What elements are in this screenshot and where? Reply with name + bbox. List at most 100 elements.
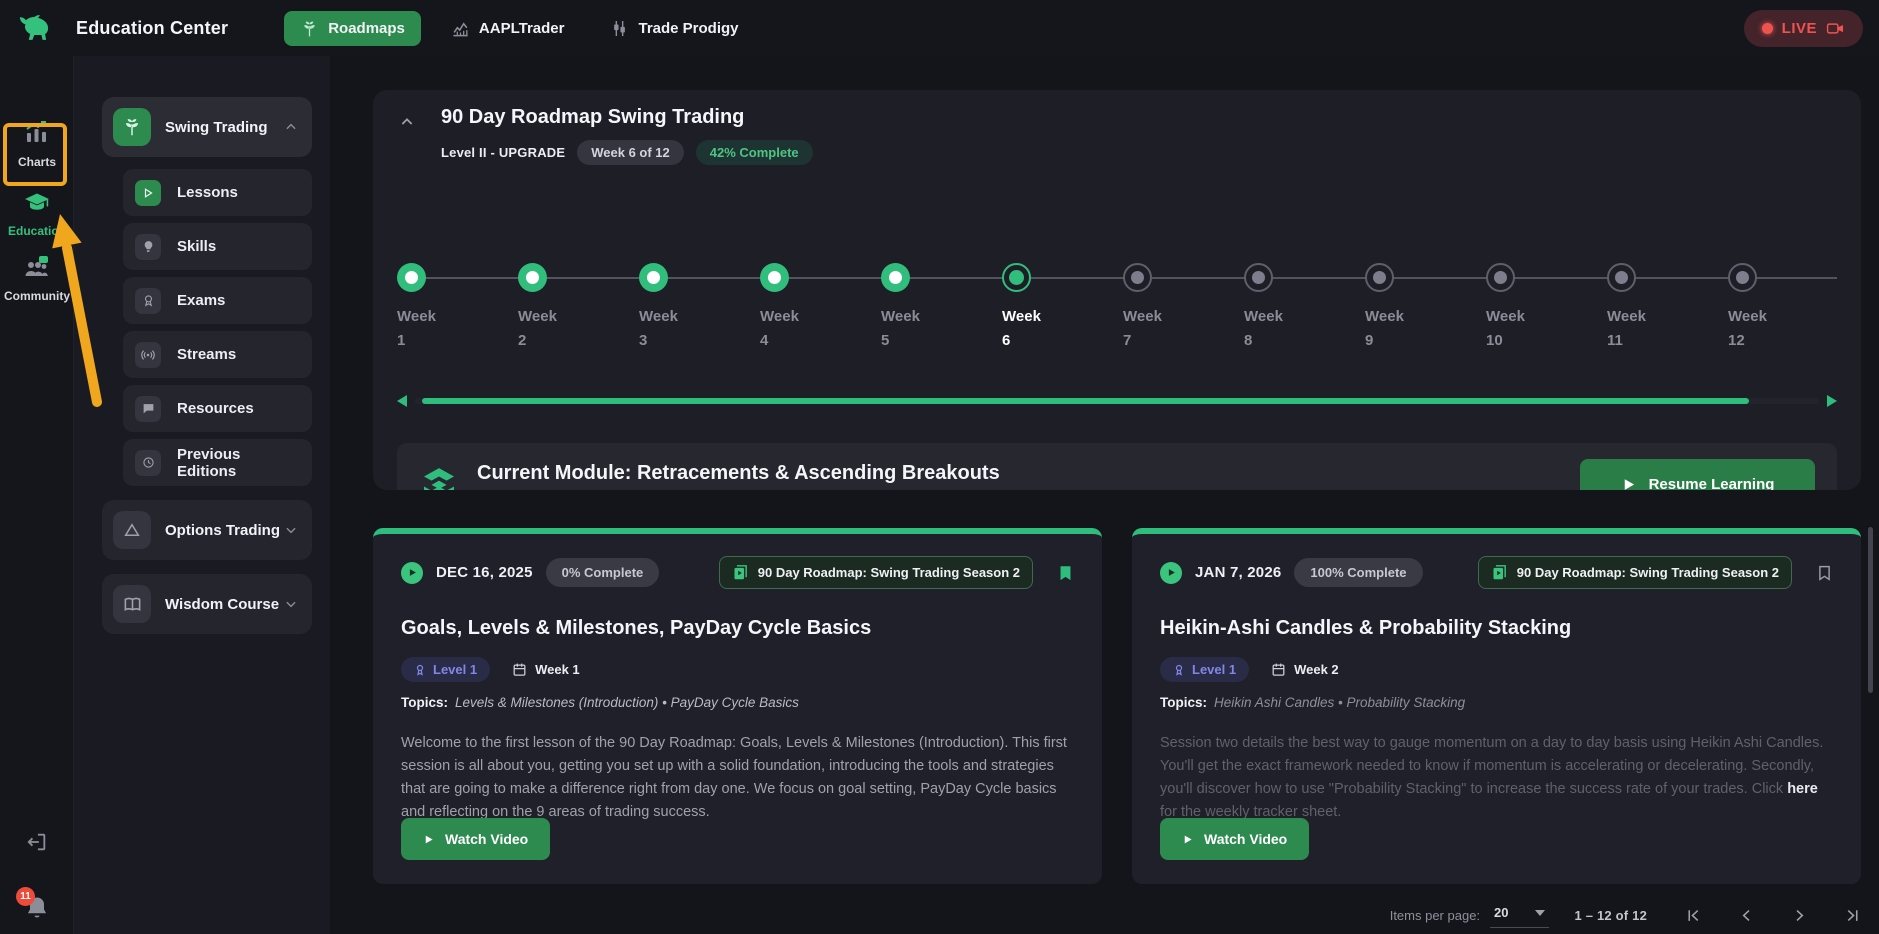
- sidebar-section-label: Options Trading: [165, 521, 280, 539]
- progress-pill: 0% Complete: [545, 558, 660, 587]
- sprout-icon: [300, 19, 319, 38]
- timeline-week-7[interactable]: Week7Symmetric...: [1123, 263, 1244, 347]
- notifications-button[interactable]: 11: [0, 887, 74, 927]
- items-per-page-select[interactable]: 20: [1490, 902, 1549, 928]
- sidebar-item-streams[interactable]: Streams: [123, 331, 312, 378]
- last-page-icon[interactable]: [1844, 907, 1861, 924]
- level-pill: Level 1: [401, 657, 491, 682]
- sidebar-item-resources[interactable]: Resources: [123, 385, 312, 432]
- vertical-scrollbar[interactable]: [1868, 527, 1873, 693]
- timeline-week-12[interactable]: Week12Rocks in th...: [1728, 263, 1837, 347]
- week-label: Week: [760, 308, 799, 325]
- timeline-week-11[interactable]: Week11MARKET I...: [1607, 263, 1728, 347]
- watch-video-label: Watch Video: [445, 831, 529, 847]
- lesson-description: Session two details the best way to gaug…: [1160, 735, 1824, 820]
- first-page-icon[interactable]: [1685, 907, 1702, 924]
- icon-rail: Charts Education Community 11: [0, 56, 74, 934]
- live-dot-icon: [1761, 22, 1773, 34]
- timeline-week-9[interactable]: Week9Backtestin...: [1365, 263, 1486, 347]
- tab-label: Roadmaps: [328, 19, 405, 37]
- rail-item-charts[interactable]: Charts: [0, 120, 74, 169]
- week-label: Week: [518, 308, 557, 325]
- timeline-week-5[interactable]: Week5Trading M...: [881, 263, 1002, 347]
- week-status-dot: [760, 263, 789, 292]
- medal-icon: [416, 664, 424, 676]
- timeline-week-4[interactable]: Week4Seven Lev...: [760, 263, 881, 347]
- watch-video-button[interactable]: Watch Video: [401, 818, 551, 860]
- week-label: Week: [881, 308, 920, 325]
- bar-chart-icon: [24, 120, 50, 146]
- timeline-scrollbar: [397, 395, 1837, 407]
- week-status-dot: [1728, 263, 1757, 292]
- roadmap-title: 90 Day Roadmap Swing Trading: [441, 106, 745, 128]
- page-range: 1 – 12 of 12: [1574, 907, 1647, 923]
- notification-badge: 11: [16, 887, 35, 906]
- watch-video-button[interactable]: Watch Video: [1160, 818, 1310, 860]
- tab-trade-prodigy[interactable]: Trade Prodigy: [594, 11, 754, 46]
- scroll-right-icon[interactable]: [1827, 395, 1837, 407]
- sidebar-item-lessons[interactable]: Lessons: [123, 169, 312, 216]
- chevron-up-icon: [286, 123, 296, 130]
- week-number: 7: [1123, 331, 1132, 348]
- resume-learning-button[interactable]: Resume Learning: [1580, 459, 1815, 490]
- week-status-dot: [1365, 263, 1394, 292]
- timeline-scroll-thumb[interactable]: [422, 398, 1749, 404]
- week-label: Week: [1244, 308, 1283, 325]
- season-badge-label: 90 Day Roadmap: Swing Trading Season 2: [1516, 565, 1779, 580]
- timeline-week-2[interactable]: Week2Heikin-Ash...: [518, 263, 639, 347]
- sidebar-item-exams[interactable]: Exams: [123, 277, 312, 324]
- bookmark-icon[interactable]: [1816, 563, 1833, 583]
- sidebar-item-skills[interactable]: Skills: [123, 223, 312, 270]
- chevron-down-icon: [286, 601, 296, 608]
- bookmark-icon[interactable]: [1057, 563, 1074, 583]
- season-badge-label: 90 Day Roadmap: Swing Trading Season 2: [757, 565, 1020, 580]
- tab-aapltrader[interactable]: AAPLTrader: [435, 11, 581, 46]
- bull-logo-icon[interactable]: [18, 14, 50, 42]
- week-number: 3: [639, 331, 648, 348]
- scroll-left-icon[interactable]: [397, 395, 407, 407]
- live-button[interactable]: LIVE: [1743, 9, 1863, 47]
- timeline-week-8[interactable]: Week8Trading wit...: [1244, 263, 1365, 347]
- week-label: Week 1: [535, 662, 580, 677]
- week-status-dot: [1123, 263, 1152, 292]
- lesson-card: DEC 16, 2025 0% Complete 90 Day Roadmap:…: [373, 528, 1102, 884]
- timeline-week-10[interactable]: Week10Trade Jour...: [1486, 263, 1607, 347]
- logout-button[interactable]: [0, 831, 74, 853]
- week-number: 11: [1607, 331, 1623, 348]
- previous-page-icon[interactable]: [1738, 907, 1755, 924]
- play-circle-icon[interactable]: [401, 561, 423, 584]
- timeline-week-1[interactable]: Week1Goals, Lev...: [397, 263, 518, 347]
- tracker-link[interactable]: here: [1787, 780, 1818, 797]
- week-status-dot: [1002, 263, 1031, 292]
- season-badge[interactable]: 90 Day Roadmap: Swing Trading Season 2: [718, 556, 1033, 589]
- items-per-page-value: 20: [1494, 905, 1509, 920]
- collapse-chevron-icon[interactable]: [399, 114, 415, 130]
- sidebar-section-options-trading[interactable]: Options Trading: [102, 500, 312, 560]
- calendar-icon: [1272, 663, 1285, 676]
- tab-roadmaps[interactable]: Roadmaps: [284, 10, 421, 46]
- week-status-dot: [1244, 263, 1273, 292]
- week-number: 5: [881, 331, 890, 348]
- level-label: Level 1: [1192, 662, 1237, 677]
- triangle-icon: [113, 511, 151, 549]
- sidebar-item-previous-editions[interactable]: Previous Editions: [123, 439, 312, 486]
- lesson-card: JAN 7, 2026 100% Complete 90 Day Roadmap…: [1132, 528, 1861, 884]
- topics-label: Topics:: [1160, 695, 1207, 710]
- topics-text: Heikin Ashi Candles • Probability Stacki…: [1214, 695, 1466, 710]
- next-page-icon[interactable]: [1791, 907, 1808, 924]
- sidebar-section-wisdom-course[interactable]: Wisdom Course: [102, 574, 312, 634]
- top-bar: Education Center Roadmaps AAPLTrader Tra…: [0, 0, 1879, 56]
- week-label: Week: [1002, 308, 1041, 325]
- timeline-week-3[interactable]: Week3Profit Targ...: [639, 263, 760, 347]
- play-circle-icon[interactable]: [1160, 561, 1182, 584]
- rail-item-education[interactable]: Education: [0, 189, 74, 238]
- timeline-scroll-track[interactable]: [415, 398, 1819, 404]
- timeline-week-6[interactable]: Week6Retraceme...: [1002, 263, 1123, 347]
- rail-item-community[interactable]: Community: [0, 254, 74, 303]
- season-badge[interactable]: 90 Day Roadmap: Swing Trading Season 2: [1477, 556, 1792, 589]
- week-meta: Week 2: [1271, 662, 1339, 677]
- sidebar-section-swing-trading[interactable]: Swing Trading: [102, 97, 312, 157]
- medal-icon: [135, 287, 161, 314]
- lightbulb-icon: [135, 233, 161, 260]
